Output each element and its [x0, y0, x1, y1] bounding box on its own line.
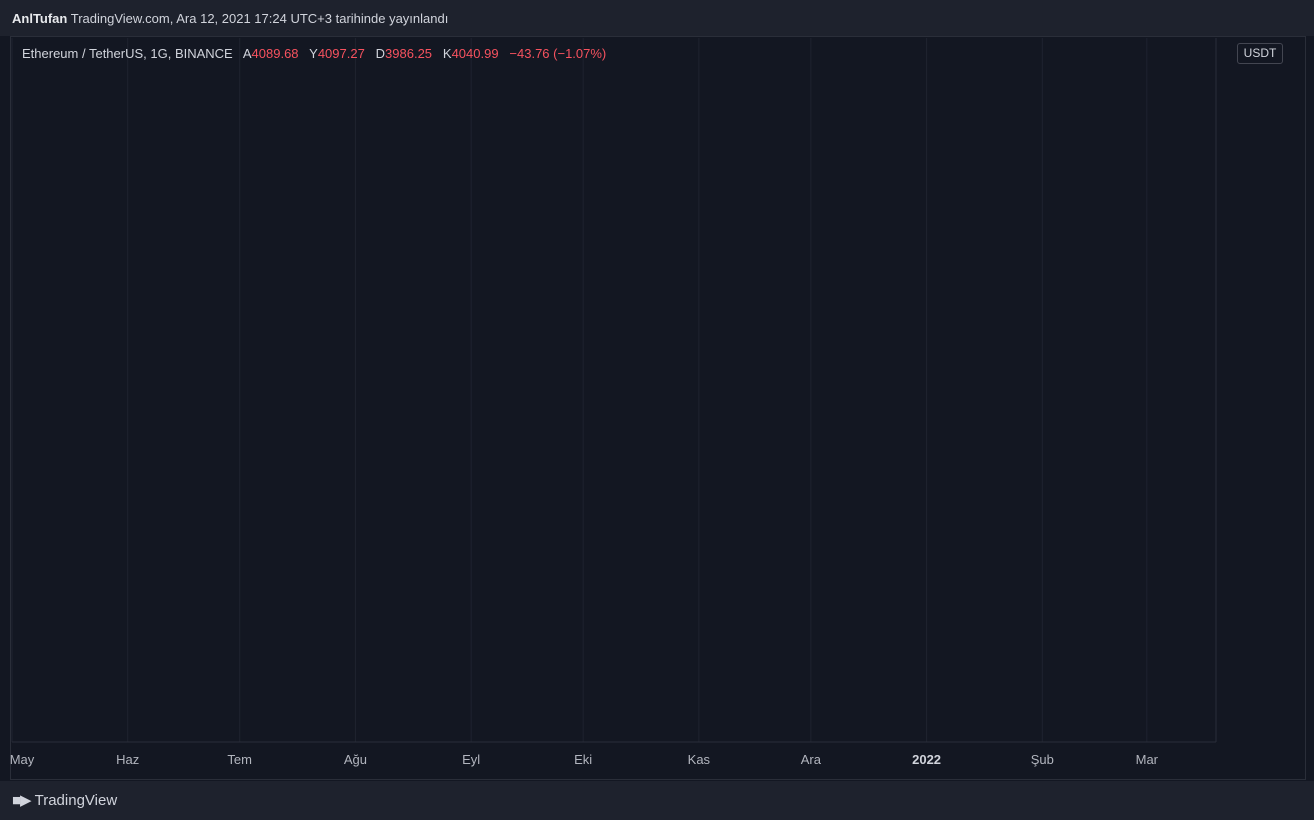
publish-text: TradingView.com, Ara 12, 2021 17:24 UTC+…: [70, 11, 449, 26]
high-value: 4097.27: [317, 46, 365, 61]
open-value: 4089.68: [251, 46, 299, 61]
tradingview-brand[interactable]: ■▶ TradingView: [12, 791, 117, 809]
open-label: A: [242, 46, 252, 61]
symbol-name[interactable]: Ethereum / TetherUS, 1G, BINANCE: [22, 46, 233, 61]
x-tick-label: Eki: [574, 752, 592, 767]
footer-bar: ■▶ TradingView: [0, 781, 1314, 820]
close-value: 4040.99: [451, 46, 499, 61]
publish-info: AnlTufan TradingView.com, Ara 12, 2021 1…: [12, 11, 448, 26]
x-tick-label: Kas: [688, 752, 711, 767]
x-tick-label: Mar: [1136, 752, 1159, 767]
low-label: D: [375, 46, 386, 61]
brand-text: TradingView: [34, 792, 118, 809]
x-tick-label: Ara: [801, 752, 822, 767]
low-value: 3986.25: [385, 46, 433, 61]
change-value: −43.76 (−1.07%): [509, 46, 607, 61]
currency-button[interactable]: USDT: [1237, 43, 1283, 64]
publish-header-bar: AnlTufan TradingView.com, Ara 12, 2021 1…: [0, 0, 1314, 36]
x-tick-label: Tem: [227, 752, 252, 767]
tradingview-logo-icon: ■▶: [12, 792, 32, 809]
x-tick-label: May: [10, 752, 35, 767]
author-name[interactable]: AnlTufan: [12, 11, 68, 26]
x-tick-label: Şub: [1031, 752, 1054, 767]
x-tick-label: 2022: [912, 752, 941, 767]
symbol-legend: Ethereum / TetherUS, 1G, BINANCE A4089.6…: [22, 46, 606, 61]
high-label: Y: [309, 46, 318, 61]
close-label: K: [442, 46, 452, 61]
x-tick-label: Ağu: [344, 752, 367, 767]
x-tick-label: Eyl: [462, 752, 480, 767]
x-tick-label: Haz: [116, 752, 139, 767]
chart-frame: [10, 36, 1306, 780]
